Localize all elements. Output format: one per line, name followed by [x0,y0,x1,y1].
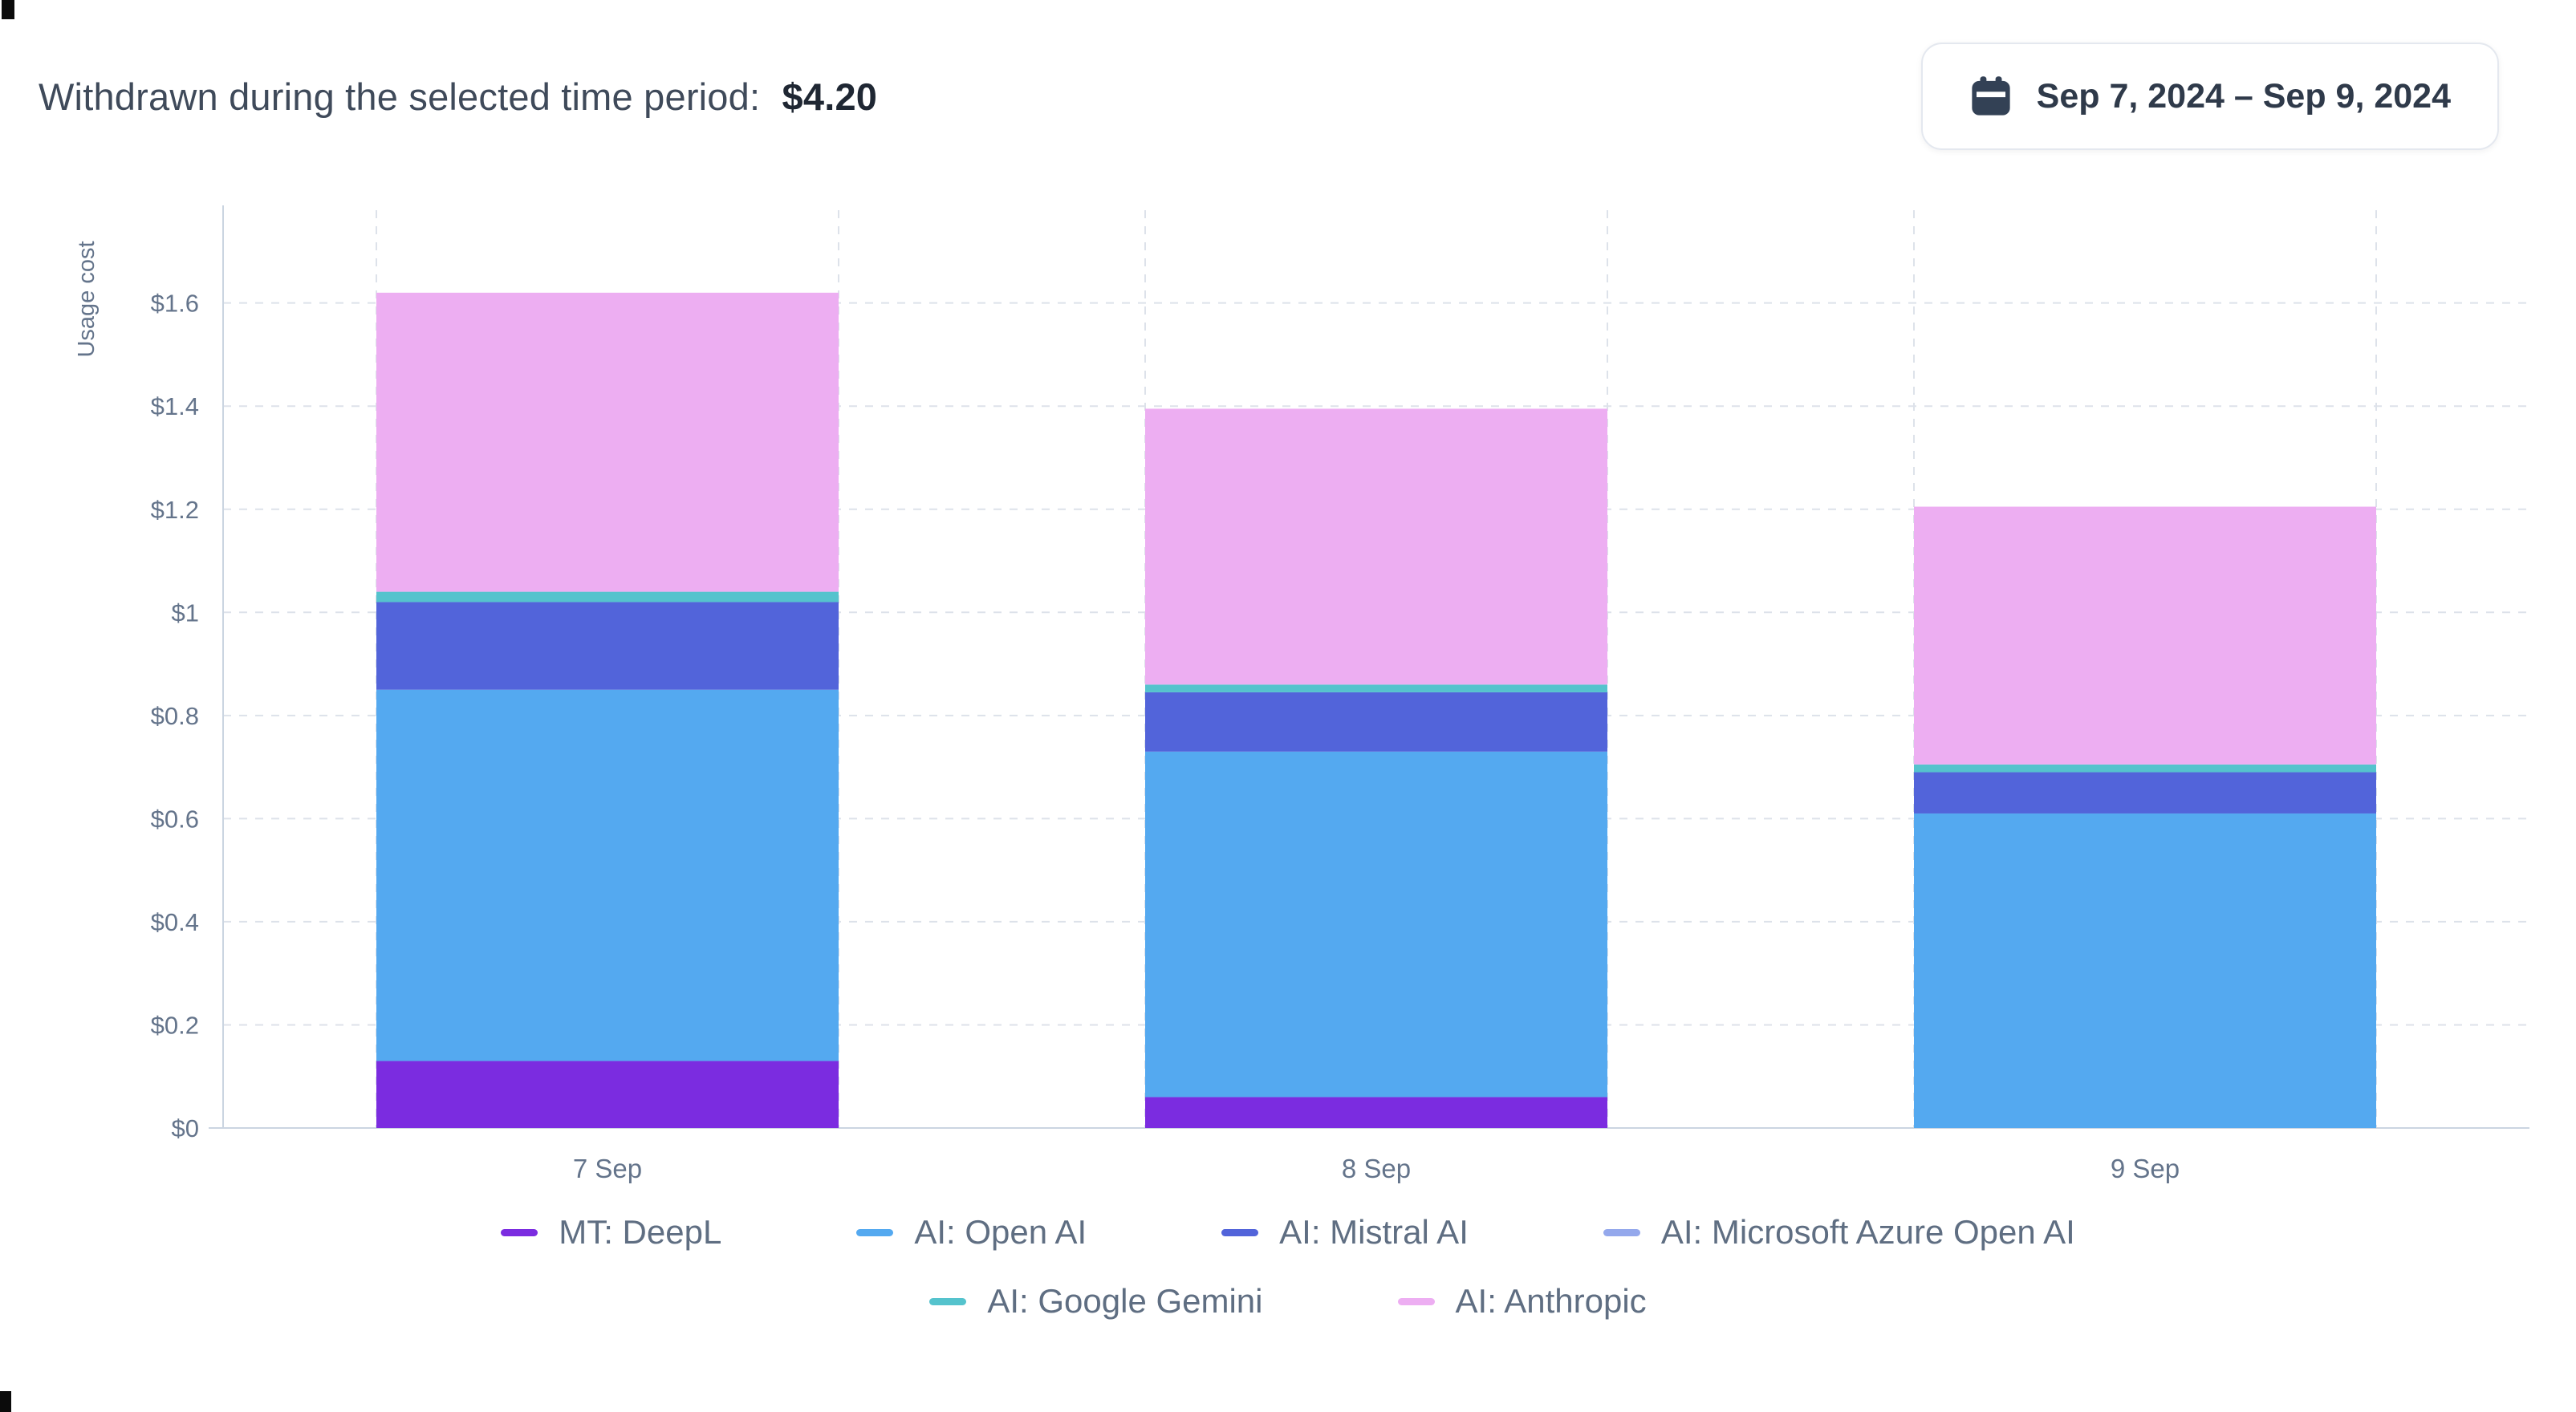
legend-item[interactable]: AI: Mistral AI [1221,1213,1469,1252]
y-tick-label: $1 [172,598,199,627]
legend-label: AI: Open AI [914,1213,1087,1251]
y-tick-label: $0.6 [151,805,199,833]
legend-row: AI: Google Gemini AI: Anthropic [929,1282,1647,1321]
bar-segment[interactable] [1914,813,2376,1128]
withdrawn-summary-value: $4.20 [782,75,878,118]
y-tick-label: $0 [172,1114,199,1142]
x-category-label: 7 Sep [573,1154,642,1183]
x-category-label: 9 Sep [2111,1154,2180,1183]
legend-item[interactable]: AI: Google Gemini [929,1282,1263,1321]
date-range-picker[interactable]: Sep 7, 2024 – Sep 9, 2024 [1920,43,2499,150]
legend-dash-icon [1221,1228,1259,1236]
legend-dash-icon [1603,1228,1640,1236]
y-tick-label: $0.8 [151,702,199,730]
withdrawn-summary: Withdrawn during the selected time perio… [39,75,877,119]
date-range-label: Sep 7, 2024 – Sep 9, 2024 [2036,76,2451,116]
legend-label: AI: Anthropic [1455,1282,1647,1320]
legend-dash-icon [929,1297,967,1305]
bar-segment[interactable] [376,591,839,603]
calendar-icon [1969,75,2013,118]
bar-segment[interactable] [1145,1097,1607,1128]
x-category-label: 8 Sep [1342,1154,1411,1183]
bar-segment[interactable] [1145,751,1607,1098]
y-axis-title: Usage cost [74,241,100,357]
legend-label: MT: DeepL [559,1213,722,1251]
panel-header: Withdrawn during the selected time perio… [39,40,2499,152]
legend-row: MT: DeepL AI: Open AI AI: Mistral AI AI: Mi… [501,1213,2075,1252]
y-tick-label: $1.2 [151,496,199,524]
bar-segment[interactable] [1145,692,1607,752]
legend-label: AI: Google Gemini [987,1282,1263,1320]
crop-artifact-top-left [2,0,14,19]
bar-segment[interactable] [1914,764,2376,773]
y-tick-label: $0.4 [151,908,199,936]
y-tick-label: $0.2 [151,1011,199,1039]
legend-item[interactable]: AI: Microsoft Azure Open AI [1603,1213,2075,1252]
legend-label: AI: Mistral AI [1279,1213,1469,1251]
bar-segment[interactable] [376,292,839,592]
chart-legend: MT: DeepL AI: Open AI AI: Mistral AI AI: Mi… [0,1213,2576,1321]
legend-item[interactable]: AI: Anthropic [1397,1282,1647,1321]
legend-item[interactable]: MT: DeepL [501,1213,721,1252]
bar-segment[interactable] [376,689,839,1061]
legend-item[interactable]: AI: Open AI [856,1213,1087,1252]
bar-segment[interactable] [1145,684,1607,692]
withdrawn-summary-label: Withdrawn during the selected time perio… [39,75,761,118]
bar-segment[interactable] [1145,408,1607,685]
crop-artifact-bottom-left [0,1391,11,1412]
usage-cost-chart: $0 $0.2 $0.4 $0.6 $0.8 $1 $1.2 $1.4 $1.6 7 Sep 8 S… [74,205,2529,1183]
y-tick-label: $1.4 [151,392,199,420]
legend-dash-icon [1397,1297,1435,1305]
bar-segment[interactable] [1914,772,2376,814]
bar-segment[interactable] [376,602,839,690]
legend-dash-icon [856,1228,894,1236]
bar-segment[interactable] [376,1061,839,1128]
bar-segment[interactable] [1914,506,2376,765]
y-tick-label: $1.6 [151,290,199,318]
legend-dash-icon [501,1228,538,1236]
chart-canvas: $0 $0.2 $0.4 $0.6 $0.8 $1 $1.2 $1.4 $1.6 7 Sep 8 S… [74,205,2529,1183]
legend-label: AI: Microsoft Azure Open AI [1660,1213,2075,1251]
